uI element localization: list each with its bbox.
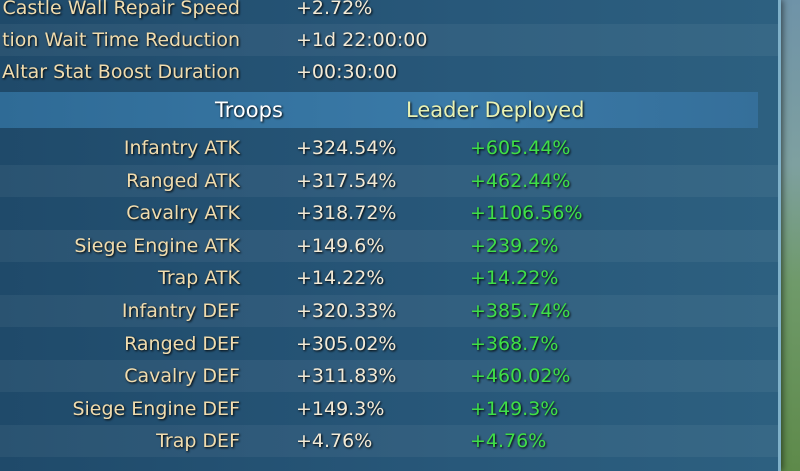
troop-row: Infantry DEF +320.33% +385.74% <box>0 295 778 327</box>
troop-row: Cavalry ATK +318.72% +1106.56% <box>0 197 778 229</box>
troop-row: Trap ATK +14.22% +14.22% <box>0 262 778 294</box>
troops-value: +317.54% <box>296 169 397 192</box>
row-label: Siege Engine DEF <box>72 397 240 420</box>
troops-value: +305.02% <box>296 332 397 355</box>
row-label: Ranged ATK <box>126 169 240 192</box>
row-label: Infantry DEF <box>121 300 240 322</box>
stats-panel <box>0 0 781 471</box>
leader-header: Leader Deployed <box>406 98 585 122</box>
row-label: Trap ATK <box>158 267 240 290</box>
stat-row: tion Wait Time Reduction +1d 22:00:00 <box>0 24 778 56</box>
leader-value: +149.3% <box>470 397 559 420</box>
troops-value: +14.22% <box>296 267 385 290</box>
troops-value: +149.6% <box>296 234 385 257</box>
stat-value: +2.72% <box>296 0 373 19</box>
stat-row: Altar Stat Boost Duration +00:30:00 <box>0 56 778 88</box>
troops-value: +320.33% <box>296 300 397 322</box>
row-label: Trap DEF <box>156 430 240 453</box>
troop-row: Ranged ATK +317.54% +462.44% <box>0 164 778 197</box>
row-label: Infantry ATK <box>123 137 240 159</box>
leader-value: +460.02% <box>470 365 571 388</box>
leader-value: +239.2% <box>470 234 559 257</box>
header-band: Troops Leader Deployed <box>0 92 758 128</box>
row-label: Ranged DEF <box>124 332 240 355</box>
row-label: Cavalry DEF <box>124 365 240 388</box>
troop-row: Cavalry DEF +311.83% +460.02% <box>0 360 778 393</box>
troop-row: Infantry ATK +324.54% +605.44% <box>0 132 778 164</box>
troops-value: +149.3% <box>296 397 385 420</box>
leader-value: +4.76% <box>470 430 547 453</box>
stat-value: +00:30:00 <box>296 61 398 83</box>
stat-row: Castle Wall Repair Speed +2.72% <box>0 0 778 24</box>
troop-row: Siege Engine DEF +149.3% +149.3% <box>0 393 778 425</box>
stat-label: Altar Stat Boost Duration <box>1 61 240 83</box>
troop-row: Siege Engine ATK +149.6% +239.2% <box>0 229 778 262</box>
row-label: Cavalry ATK <box>126 202 240 225</box>
troop-row: Trap DEF +4.76% +4.76% <box>0 425 778 458</box>
troops-value: +4.76% <box>296 430 373 453</box>
leader-value: +368.7% <box>470 332 559 355</box>
troops-value: +311.83% <box>296 365 397 388</box>
stat-value: +1d 22:00:00 <box>296 29 428 51</box>
troops-value: +324.54% <box>296 137 397 159</box>
leader-value: +1106.56% <box>470 202 583 225</box>
troops-value: +318.72% <box>296 202 397 225</box>
troop-row: Ranged DEF +305.02% +368.7% <box>0 328 778 360</box>
stat-label: tion Wait Time Reduction <box>2 29 240 51</box>
leader-value: +605.44% <box>470 137 571 159</box>
leader-value: +14.22% <box>470 267 559 290</box>
row-label: Siege Engine ATK <box>74 234 240 257</box>
stat-label: Castle Wall Repair Speed <box>2 0 240 19</box>
troops-header: Troops <box>215 98 283 122</box>
leader-value: +385.74% <box>470 300 571 322</box>
leader-value: +462.44% <box>470 169 571 192</box>
